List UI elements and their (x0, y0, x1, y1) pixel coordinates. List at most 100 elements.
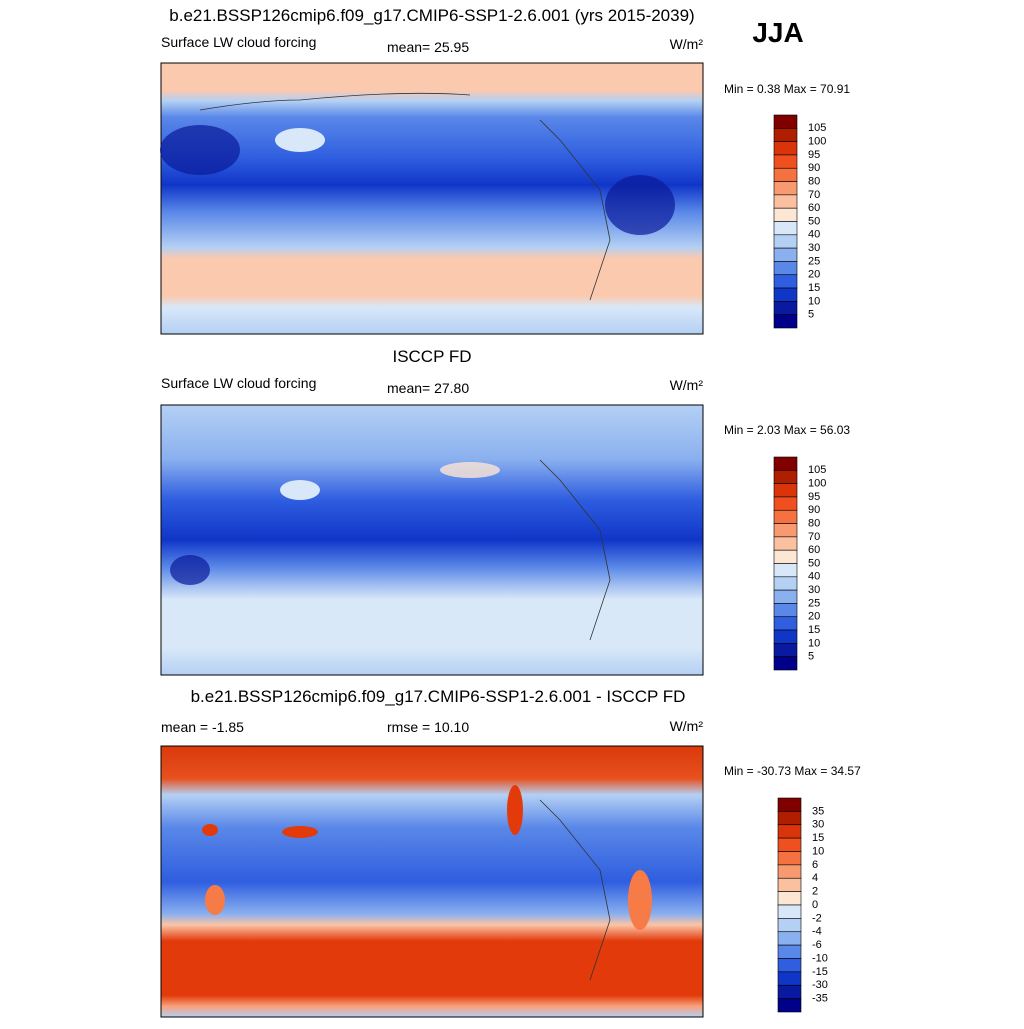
colorbar-label: 35 (812, 805, 824, 817)
colorbar-box (773, 549, 798, 564)
colorbar-label: 95 (808, 491, 820, 503)
colorbar-box (773, 114, 798, 129)
colorbar-box (773, 221, 798, 236)
colorbar-label: 30 (808, 242, 820, 254)
colorbar-box (773, 207, 798, 222)
colorbar-label: 70 (808, 531, 820, 543)
colorbar-label: 80 (808, 175, 820, 187)
colorbar-box (777, 864, 802, 879)
colorbar-label: -35 (812, 993, 828, 1005)
season: JJA (752, 17, 803, 48)
colorbar-label: 60 (808, 544, 820, 556)
colorbar-label: 100 (808, 136, 826, 148)
colorbar-box (773, 314, 798, 329)
colorbar-box (777, 797, 802, 812)
colorbar-label: 40 (808, 571, 820, 583)
colorbar-box (773, 181, 798, 196)
units: W/m² (670, 718, 704, 734)
colorbar-label: 5 (808, 651, 814, 663)
colorbar-box (777, 958, 802, 973)
colorbar-box (773, 523, 798, 538)
colorbar-box (773, 154, 798, 169)
colorbar-box (777, 918, 802, 933)
colorbar-label: -30 (812, 979, 828, 991)
colorbar-label: 10 (808, 295, 820, 307)
colorbar-box (773, 536, 798, 551)
colorbar-box (777, 931, 802, 946)
colorbar-label: 25 (808, 597, 820, 609)
colorbar-box (777, 944, 802, 959)
colorbar-box (777, 837, 802, 852)
variable: Surface LW cloud forcing (161, 375, 316, 391)
colorbar-box (773, 287, 798, 302)
colorbar-label: -6 (812, 939, 822, 951)
colorbar-box (773, 616, 798, 631)
colorbar-box (777, 811, 802, 826)
colorbar-box (773, 247, 798, 262)
colorbar-box (773, 470, 798, 484)
colorbar-box (773, 274, 798, 289)
stat: rmse = 10.10 (387, 719, 469, 735)
units: W/m² (670, 377, 704, 393)
colorbar-label: 15 (812, 832, 824, 844)
colorbar-label: -10 (812, 952, 828, 964)
colorbar-label: 4 (812, 872, 818, 884)
colorbar-box (777, 824, 802, 839)
colorbar-label: 5 (808, 309, 814, 321)
colorbar-label: 90 (808, 504, 820, 516)
colorbar-box (777, 851, 802, 866)
colorbar-box (773, 128, 798, 142)
min-max: Min = 0.38 Max = 70.91 (724, 82, 850, 96)
colorbar-box (777, 877, 802, 892)
colorbar-label: 40 (808, 229, 820, 241)
figure-title: b.e21.BSSP126cmip6.f09_g17.CMIP6-SSP1-2.… (169, 6, 694, 25)
colorbar-box (773, 496, 798, 511)
colorbar-label: 105 (808, 122, 826, 134)
colorbar-box (773, 483, 798, 498)
colorbar-label: 0 (812, 899, 818, 911)
map (160, 62, 704, 335)
colorbar-box (773, 589, 798, 604)
colorbar-label: 50 (808, 215, 820, 227)
colorbar-label: 30 (808, 584, 820, 596)
colorbar-label: 10 (812, 845, 824, 857)
colorbar-box (773, 643, 798, 657)
colorbar-label: 15 (808, 282, 820, 294)
colorbar-label: -2 (812, 912, 822, 924)
colorbar-box (773, 456, 798, 471)
colorbar-label: 100 (808, 478, 826, 490)
colorbar-label: 80 (808, 517, 820, 529)
colorbar-label: 105 (808, 464, 826, 476)
colorbar-box (773, 141, 798, 156)
colorbar-box (777, 998, 802, 1013)
colorbar-label: 2 (812, 886, 818, 898)
colorbar-box (773, 656, 798, 671)
min-max: Min = -30.73 Max = 34.57 (724, 764, 861, 778)
colorbar-box (777, 904, 802, 919)
colorbar-box (773, 509, 798, 524)
colorbar-label: 25 (808, 255, 820, 267)
map (160, 745, 704, 1018)
colorbar-label: -15 (812, 966, 828, 978)
colorbar-box (777, 891, 802, 906)
map (160, 404, 704, 676)
panel-title: b.e21.BSSP126cmip6.f09_g17.CMIP6-SSP1-2.… (191, 687, 686, 706)
panel-title: ISCCP FD (392, 347, 471, 366)
colorbar-label: 50 (808, 557, 820, 569)
colorbar-box (777, 984, 802, 999)
stat: mean= 25.95 (387, 39, 469, 55)
colorbar-label: 95 (808, 149, 820, 161)
colorbar-box (773, 603, 798, 618)
variable: Surface LW cloud forcing (161, 34, 316, 50)
colorbar-label: 70 (808, 189, 820, 201)
colorbar-box (773, 629, 798, 644)
colorbar-box (773, 261, 798, 276)
colorbar-label: -4 (812, 926, 822, 938)
min-max: Min = 2.03 Max = 56.03 (724, 423, 850, 437)
colorbar-box (773, 167, 798, 182)
variable: mean = -1.85 (161, 719, 244, 735)
